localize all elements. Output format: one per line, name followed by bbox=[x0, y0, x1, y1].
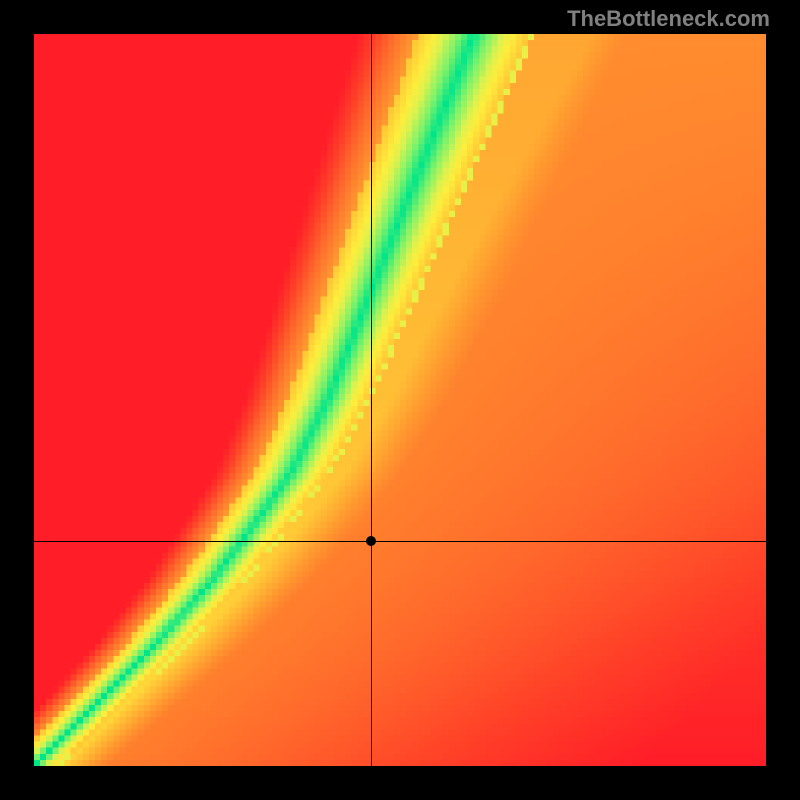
crosshair-vertical bbox=[371, 34, 372, 766]
heatmap-canvas bbox=[34, 34, 766, 766]
crosshair-horizontal bbox=[34, 541, 766, 542]
heatmap-plot bbox=[34, 34, 766, 766]
watermark-text: TheBottleneck.com bbox=[567, 6, 770, 32]
crosshair-dot bbox=[366, 536, 376, 546]
